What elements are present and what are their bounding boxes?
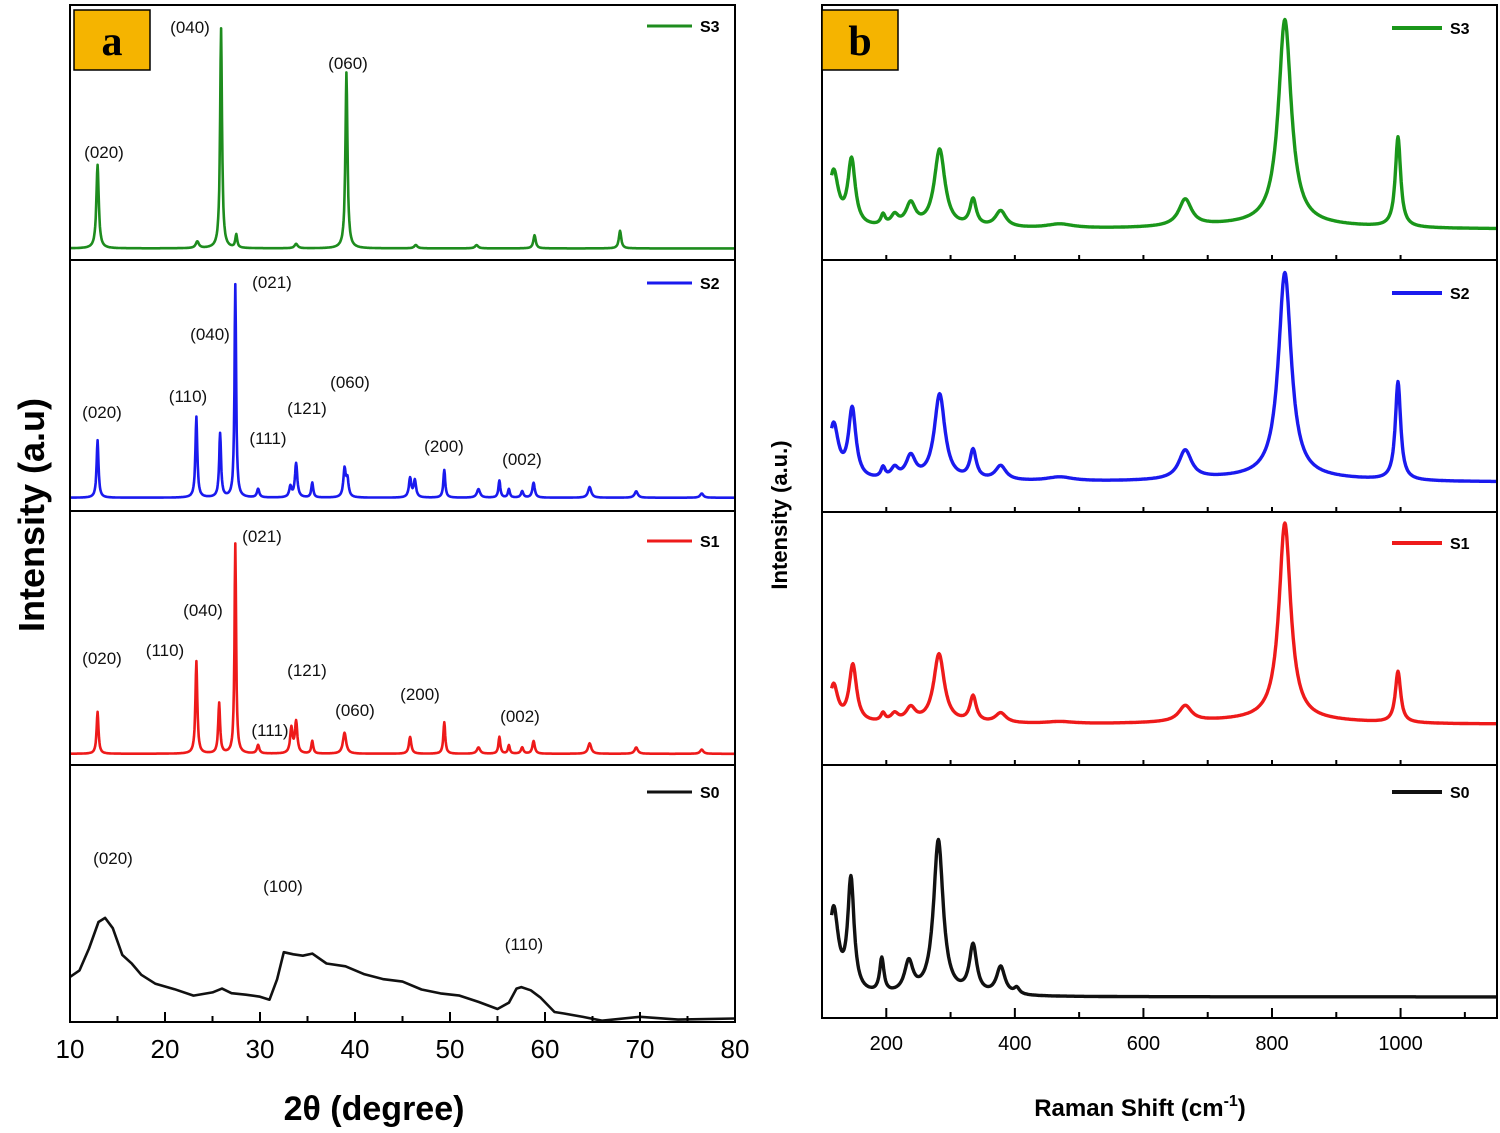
xrd-plot-frame [69,4,736,1023]
xrd-x-ticks: 10 20 30 40 50 60 70 80 [56,1012,750,1064]
xrd-peak-label: (110) [169,387,207,406]
xrd-peak-label: (002) [500,707,540,726]
raman-legend-s3: S3 [1392,21,1470,38]
raman-x-axis-label: Raman Shift (cm-1) [1034,1093,1246,1122]
raman-trace-s0 [829,837,1499,999]
xrd-peak-label: (060) [335,701,375,720]
xrd-tick-label: 60 [531,1034,560,1064]
xrd-peak-label: (040) [183,601,223,620]
xrd-peak-label: (020) [93,849,133,868]
raman-trace-s3 [829,17,1499,231]
raman-panel: Intensity (a.u.) S3 S2 S1 S0 200 400 600 800 10… [767,4,1499,1122]
xrd-peak-label: (111) [251,721,288,740]
xrd-y-axis-label: Intensity (a.u) [11,398,52,632]
raman-trace-s1 [829,521,1499,726]
xrd-peak-label: (200) [400,685,440,704]
xrd-trace-s3 [69,27,736,250]
raman-tick-label: 600 [1127,1033,1160,1055]
xrd-series-group: S3 S2 S1 S0 (020) (040) (060) (020) (110) (040) (0… [69,18,736,1022]
xrd-legend-s2: S2 [647,276,720,293]
xrd-tick-label: 50 [436,1034,465,1064]
xrd-tick-label: 40 [341,1034,370,1064]
xrd-peak-label: (060) [330,373,370,392]
raman-tick-label: 200 [870,1033,903,1055]
xrd-tick-label: 80 [721,1034,750,1064]
raman-tick-label: 400 [998,1033,1031,1055]
raman-legend-label: S0 [1450,785,1470,802]
raman-x-ticks: 200 400 600 800 1000 [870,255,1466,1055]
raman-legend-label: S2 [1450,286,1470,303]
xrd-peak-label: (020) [82,649,122,668]
raman-trace-s2 [829,270,1499,484]
xrd-peak-label: (121) [287,661,327,680]
xrd-x-axis-label: 2θ (degree) [284,1090,465,1128]
xrd-tick-label: 30 [246,1034,275,1064]
raman-tick-label: 1000 [1378,1033,1423,1055]
raman-x-axis-label-sup: -1 [1224,1093,1238,1110]
xrd-legend-s0: S0 [647,785,720,802]
xrd-peak-label: (200) [424,437,464,456]
raman-tick-label: 800 [1255,1033,1288,1055]
raman-legend-s2: S2 [1392,286,1470,303]
xrd-trace-s1 [69,542,736,756]
xrd-peak-label: (040) [190,325,230,344]
xrd-panel: Intensity (a.u) S3S2S1S0(020)(040)(060)(… [11,4,750,1128]
xrd-legend-label: S1 [700,534,720,551]
xrd-peak-label: (020) [82,403,122,422]
raman-legend-s0: S0 [1392,785,1470,802]
panel-b-badge [821,9,899,71]
raman-x-axis-label-main: Raman Shift (cm [1034,1095,1223,1122]
xrd-trace-s0 [69,916,736,1022]
xrd-peak-label: (021) [252,273,292,292]
raman-plot-frame [821,4,1498,1019]
xrd-legend-s3: S3 [647,19,720,36]
xrd-peak-label: (021) [242,527,282,546]
xrd-peak-label: (121) [287,399,327,418]
xrd-peak-label: (002) [502,450,542,469]
xrd-peak-label: (100) [263,877,303,896]
xrd-legend-label: S2 [700,276,720,293]
xrd-legend-label: S0 [700,785,720,802]
xrd-peak-label: (060) [328,54,368,73]
xrd-peak-label: (020) [84,143,124,162]
xrd-legend-s1: S1 [647,534,720,551]
xrd-trace-s2 [69,282,736,499]
raman-legend-label: S1 [1450,536,1470,553]
raman-x-axis-label-close: ) [1238,1095,1246,1122]
xrd-legend-label: S3 [700,19,720,36]
panel-a-badge-label: a [102,19,123,65]
panel-b-badge-label: b [848,19,871,65]
raman-y-axis-label: Intensity (a.u.) [767,440,792,589]
xrd-peak-label: (110) [505,935,543,954]
xrd-tick-label: 20 [151,1034,180,1064]
raman-legend-s1: S1 [1392,536,1470,553]
xrd-peak-label: (111) [249,429,286,448]
raman-series-group: S3 S2 S1 S0 [822,17,1499,999]
xrd-peak-label: (110) [146,641,184,660]
xrd-peak-label: (040) [170,18,210,37]
panel-a-badge [73,9,151,71]
xrd-tick-label: 70 [626,1034,655,1064]
raman-legend-label: S3 [1450,21,1470,38]
xrd-tick-label: 10 [56,1034,85,1064]
